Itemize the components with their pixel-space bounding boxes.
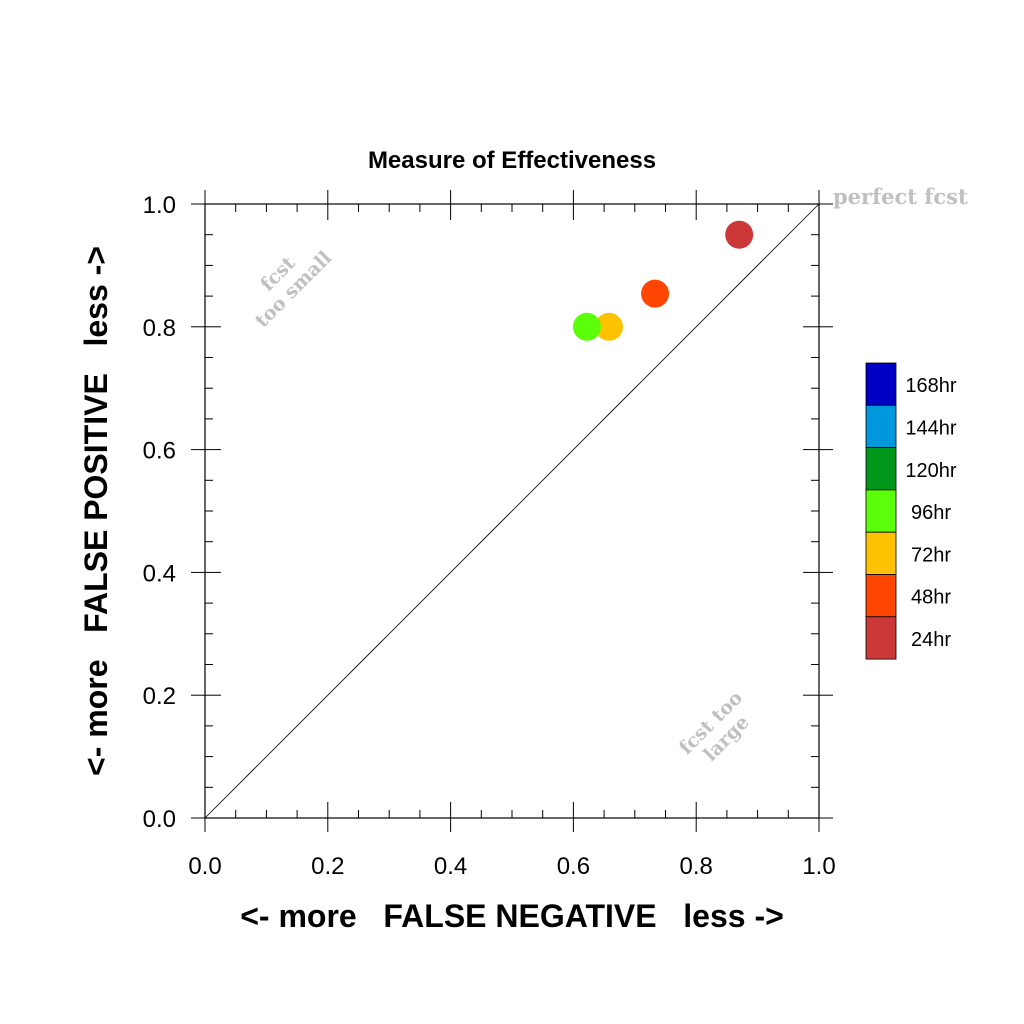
legend-label-48hr: 48hr [911, 587, 951, 609]
legend-swatch-48hr [865, 574, 897, 618]
x-tick-labels: 0.0 0.2 0.4 0.6 0.8 1.0 [188, 853, 835, 880]
legend-swatch-96hr [865, 489, 897, 533]
y-axis-label: <- more FALSE POSITIVE less -> [78, 246, 114, 776]
x-tick-label: 0.2 [311, 853, 344, 880]
data-point-96hr [572, 312, 601, 341]
legend-label-120hr: 120hr [905, 460, 956, 482]
y-tick-label: 0.2 [143, 683, 176, 710]
x-tick-label: 0.6 [557, 853, 590, 880]
legend-swatch-24hr [865, 616, 897, 660]
legend-swatch-168hr [865, 362, 897, 406]
annotation-perfect-fcst: perfect fcst [833, 184, 968, 209]
y-tick-label: 1.0 [143, 192, 176, 219]
data-point-24hr [725, 220, 754, 249]
legend-swatch-72hr [865, 531, 897, 575]
x-tick-label: 1.0 [802, 853, 835, 880]
legend-label-168hr: 168hr [905, 375, 956, 397]
data-points [572, 220, 754, 341]
legend-label-144hr: 144hr [905, 417, 956, 439]
y-tick-label: 0.4 [143, 560, 176, 587]
x-tick-label: 0.0 [188, 853, 221, 880]
legend-swatch-120hr [865, 447, 897, 491]
axis-ticks [191, 190, 833, 832]
y-tick-label: 0.0 [143, 806, 176, 833]
data-point-48hr [641, 279, 670, 308]
annotation-fcst-too-small: fcst too small [251, 247, 336, 332]
y-tick-label: 0.6 [143, 438, 176, 465]
y-tick-label: 0.8 [143, 315, 176, 342]
y-tick-labels: 0.0 0.2 0.4 0.6 0.8 1.0 [143, 192, 176, 833]
perfect-forecast-line [204, 203, 820, 819]
legend-swatch-144hr [865, 404, 897, 448]
annotation-fcst-too-large: fcst too large [675, 687, 754, 766]
legend-label-72hr: 72hr [911, 544, 951, 566]
legend-label-96hr: 96hr [911, 502, 951, 524]
x-tick-label: 0.4 [434, 853, 467, 880]
legend-label-24hr: 24hr [911, 629, 951, 651]
data-point-72hr [595, 312, 624, 341]
x-axis-label: <- more FALSE NEGATIVE less -> [240, 898, 784, 934]
annotation-too-small-line2: too small [251, 247, 336, 332]
x-tick-label: 0.8 [680, 853, 713, 880]
chart-title: Measure of Effectiveness [368, 147, 656, 174]
legend: 168hr 144hr 120hr 96hr 72hr 48hr 24hr [865, 362, 957, 660]
